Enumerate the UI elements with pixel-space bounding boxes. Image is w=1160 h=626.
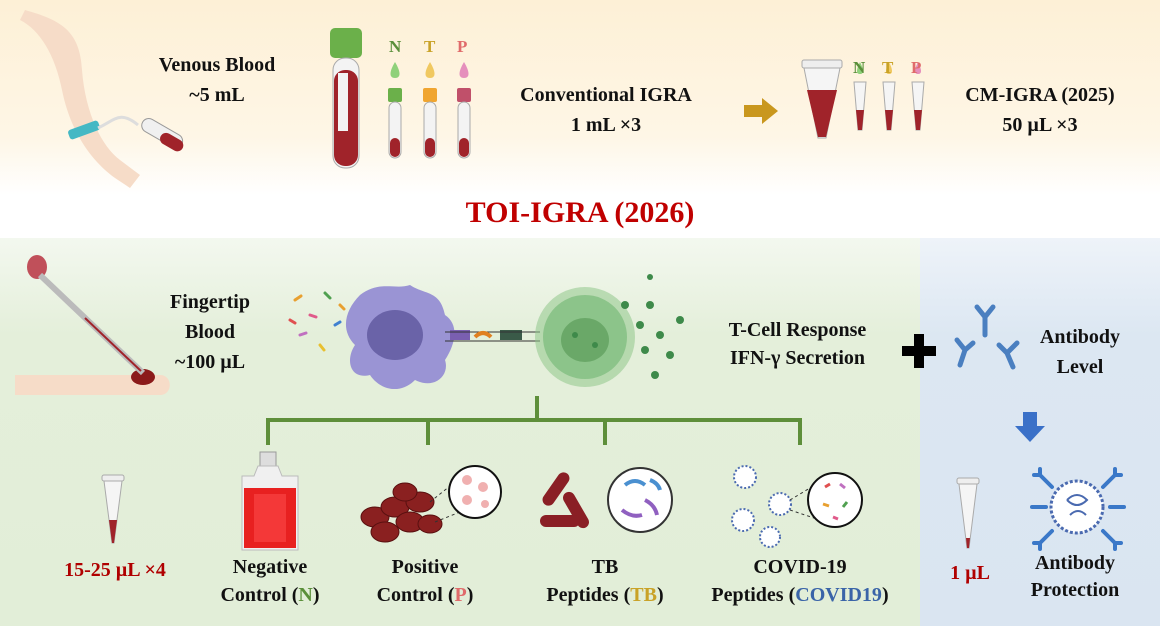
covid-text: COVID-19 <box>753 556 847 578</box>
tube-letter-t: T <box>424 37 436 56</box>
down-arrow-icon <box>1015 412 1045 442</box>
tcell-response-text: T-Cell Response <box>728 319 867 341</box>
negative-control-code-line: Control (N) <box>200 581 340 609</box>
peptides-text: Peptides ( <box>546 584 631 606</box>
cm-letter-p: P <box>911 58 922 77</box>
microtube-illustration <box>101 474 125 544</box>
blood-collection-tube <box>330 28 362 169</box>
conventional-igra-text: Conventional IGRA <box>520 84 692 106</box>
covid-virus-illustration <box>731 465 863 548</box>
negative-text: Negative <box>232 556 308 578</box>
antibodies-illustration <box>954 304 1020 370</box>
positive-text: Positive <box>391 556 459 578</box>
antibody-microtube-illustration <box>956 477 980 549</box>
covid-code-line: Peptides (COVID19) <box>710 581 890 609</box>
sample-volume-label: 15-25 µL ×4 <box>64 559 166 581</box>
protection-text: Protection <box>1030 579 1120 601</box>
venous-blood-label: Venous Blood ~5 mL <box>127 50 307 110</box>
positive-control-label: Positive Control (P) <box>355 553 495 609</box>
right-arrow-icon <box>744 98 778 124</box>
conventional-volume-text: 1 mL ×3 <box>570 114 642 136</box>
culture-flask-illustration <box>241 451 299 551</box>
code-p: P <box>454 584 467 606</box>
paren: ) <box>656 584 664 606</box>
code-tb: TB <box>630 584 657 606</box>
blood-text: Blood <box>184 321 236 343</box>
fingertip-volume-text: ~100 µL <box>174 351 246 373</box>
tcell-section-background <box>0 238 920 626</box>
venous-volume-text: ~5 mL <box>189 84 245 106</box>
antibody-protection-label: Antibody Protection <box>1015 550 1135 604</box>
arm-venipuncture-illustration <box>20 10 184 188</box>
red-blood-cells-illustration <box>360 465 502 543</box>
tube-letter-n: N <box>389 37 402 56</box>
paren: ) <box>881 584 889 606</box>
main-title: TOI-IGRA (2026) <box>465 196 695 229</box>
positive-control-code-line: Control (P) <box>355 581 495 609</box>
conventional-igra-label: Conventional IGRA 1 mL ×3 <box>496 80 716 140</box>
plus-icon <box>902 334 936 368</box>
antibody-section-background <box>920 238 1160 626</box>
covid-peptides-label: COVID-19 Peptides (COVID19) <box>710 553 890 609</box>
cm-igra-volume-text: 50 µL ×3 <box>1002 114 1078 136</box>
tb-peptides-label: TB Peptides (TB) <box>535 553 675 609</box>
cm-letter-t: T <box>882 58 894 77</box>
antibody-text: Antibody <box>1034 552 1116 574</box>
tb-text: TB <box>591 556 619 578</box>
antigen-presenting-tcell-illustration <box>288 274 684 390</box>
top-section-background <box>0 0 1160 195</box>
control-text: Control ( <box>376 584 455 606</box>
ntp-tubes-illustration <box>388 62 471 159</box>
antibody-neutralized-virus-illustration <box>1030 467 1126 551</box>
code-covid19: COVID19 <box>795 584 882 606</box>
fingertip-text: Fingertip <box>170 291 250 313</box>
ifn-secretion-text: IFN-γ Secretion <box>729 347 866 369</box>
cm-igra-text: CM-IGRA (2025) <box>965 84 1115 106</box>
fingertip-pipette-illustration <box>15 255 170 395</box>
cm-igra-label: CM-IGRA (2025) 50 µL ×3 <box>935 80 1145 140</box>
cm-igra-tubes-illustration <box>801 59 925 139</box>
antibody-level-label: Antibody Level <box>1025 322 1135 382</box>
antibody-volume-label: 1 µL <box>950 562 990 584</box>
tcell-response-label: T-Cell Response IFN-γ Secretion <box>700 316 895 372</box>
paren: ) <box>466 584 474 606</box>
negative-control-label: Negative Control (N) <box>200 553 340 609</box>
level-text: Level <box>1056 356 1104 378</box>
code-n: N <box>298 584 313 606</box>
paren: ) <box>312 584 320 606</box>
antibody-text: Antibody <box>1039 326 1121 348</box>
fingertip-blood-label: Fingertip Blood ~100 µL <box>140 287 280 377</box>
peptides-text: Peptides ( <box>711 584 796 606</box>
cm-letter-n: N <box>853 58 866 77</box>
tb-code-line: Peptides (TB) <box>535 581 675 609</box>
tb-bacteria-illustration <box>540 467 673 533</box>
venous-blood-text: Venous Blood <box>158 54 276 76</box>
control-text: Control ( <box>220 584 299 606</box>
tube-letter-p: P <box>457 37 468 56</box>
